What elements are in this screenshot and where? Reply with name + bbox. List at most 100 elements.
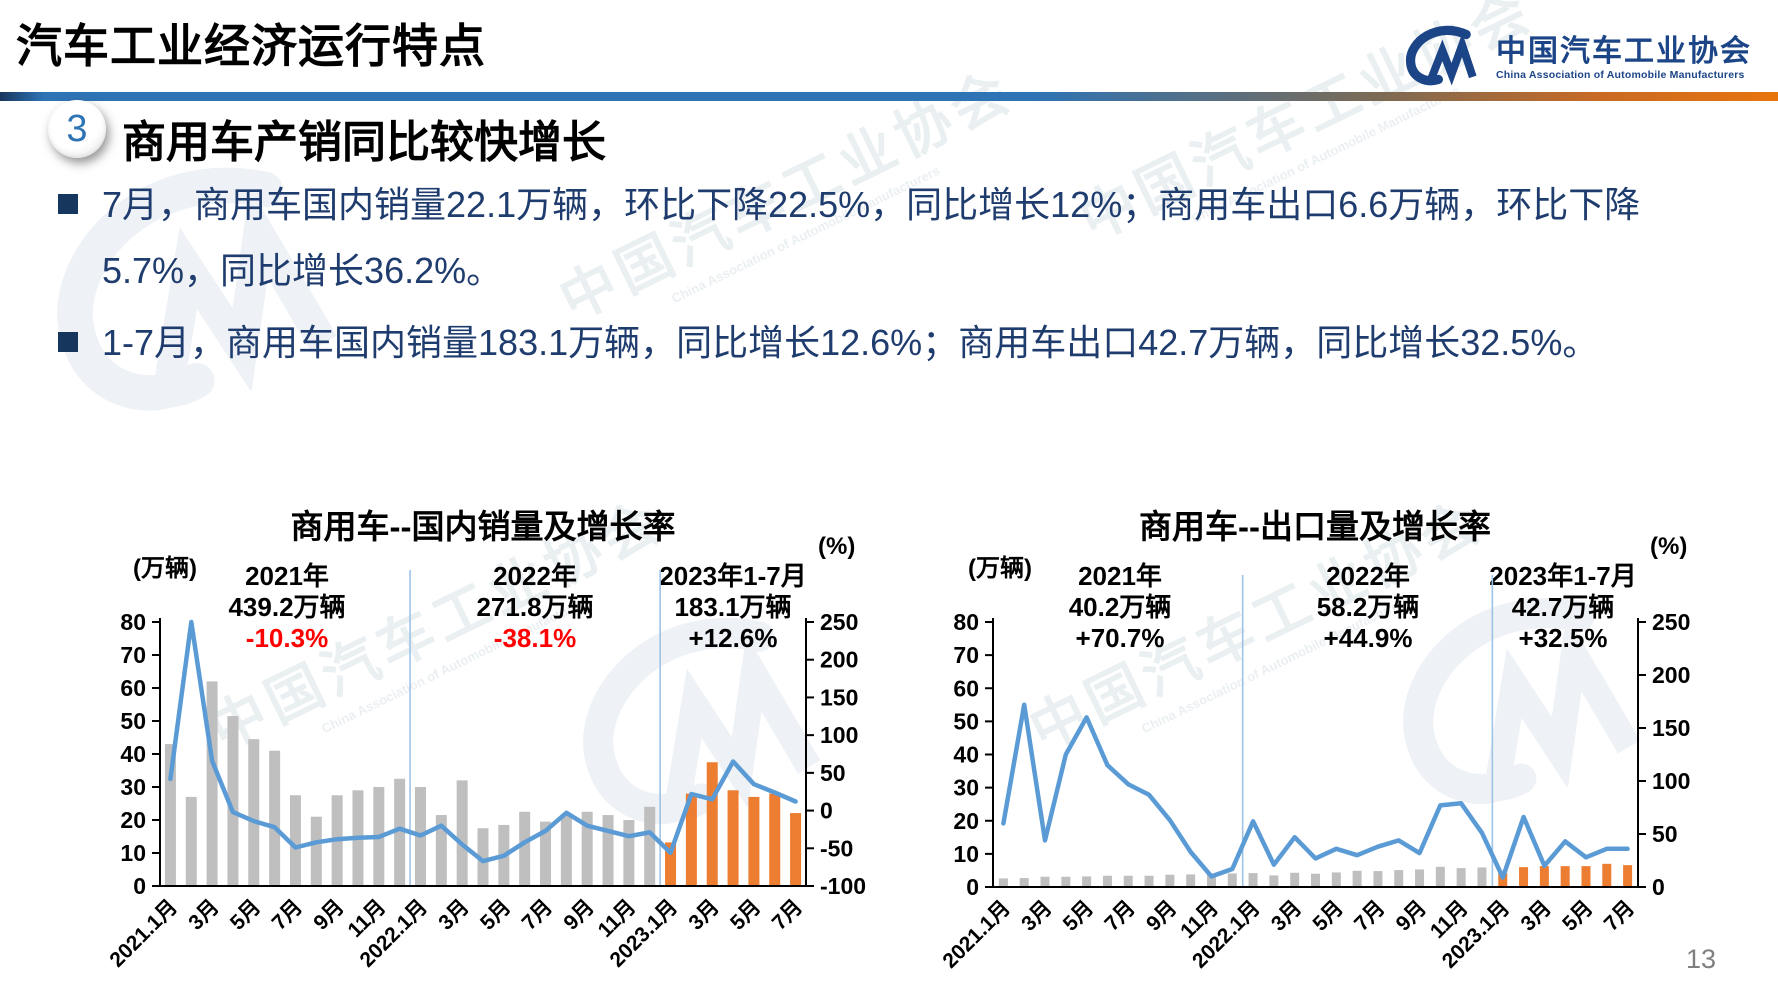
domestic-bar-2022.10	[602, 815, 614, 886]
svg-text:3月: 3月	[184, 895, 223, 934]
export-bar-2023.6	[1602, 863, 1612, 887]
domestic-bar-2021.4	[227, 716, 239, 886]
export-bar-2021.10	[1186, 874, 1196, 887]
svg-text:30: 30	[120, 774, 146, 800]
svg-text:2023.1月: 2023.1月	[1438, 896, 1515, 973]
svg-text:10: 10	[953, 841, 979, 867]
domestic-bar-2021.10	[352, 790, 364, 886]
domestic-bar-2022.11	[623, 820, 635, 886]
export-bar-2022.4	[1311, 873, 1320, 887]
svg-text:7月: 7月	[768, 895, 807, 934]
domestic-bar-2021.11	[373, 787, 385, 886]
page-title: 汽车工业经济运行特点	[16, 20, 486, 72]
domestic-bar-2022.3	[456, 780, 468, 886]
svg-text:7月: 7月	[1350, 896, 1389, 935]
svg-text:0: 0	[966, 874, 979, 900]
domestic-bar-2022.6	[519, 811, 531, 886]
domestic-bar-2022.1	[414, 787, 426, 886]
export-bar-2022.5	[1331, 872, 1341, 887]
bullet-text: 1-7月，商用车国内销量183.1万辆，同比增长12.6%；商用车出口42.7万…	[102, 322, 1599, 363]
svg-text:200: 200	[1652, 662, 1690, 688]
domestic-bar-2023.5	[748, 796, 760, 886]
logo-name-en: China Association of Automobile Manufact…	[1496, 68, 1745, 81]
annotation-domestic-2022: 2022年 271.8万辆 -38.1%	[476, 561, 594, 653]
svg-text:2023.1月: 2023.1月	[606, 895, 683, 972]
svg-text:9月: 9月	[1392, 896, 1431, 935]
svg-text:-50: -50	[820, 835, 853, 861]
export-bar-2023.1	[1498, 873, 1508, 887]
export-bar-2023.3	[1539, 866, 1549, 887]
svg-text:80: 80	[953, 609, 979, 635]
domestic-bar-2023.2	[685, 793, 697, 886]
svg-text:2021.1月: 2021.1月	[938, 896, 1015, 973]
svg-text:2022.1月: 2022.1月	[1188, 896, 1265, 973]
export-bar-2021.11	[1206, 874, 1216, 887]
left-axis-unit-export: (万辆)	[968, 555, 1032, 582]
domestic-bar-2023.4	[727, 790, 739, 886]
svg-text:40: 40	[953, 742, 979, 768]
caam-logo-icon	[1400, 24, 1486, 91]
svg-text:2022.1月: 2022.1月	[355, 895, 432, 972]
svg-text:5月: 5月	[226, 895, 265, 934]
domestic-bar-2021.3	[206, 681, 218, 886]
annotation-export-2022: 2022年 58.2万辆 +44.9%	[1316, 561, 1420, 653]
svg-text:3月: 3月	[434, 895, 473, 934]
domestic-bar-2021.1	[164, 744, 176, 886]
bullet-square-icon	[58, 332, 78, 352]
bullet-item: 7月，商用车国内销量22.1万辆，环比下降22.5%，同比增长12%；商用车出口…	[58, 172, 1654, 304]
svg-text:100: 100	[820, 722, 858, 748]
domestic-bar-2023.1	[665, 842, 677, 886]
svg-text:0: 0	[820, 798, 833, 824]
domestic-bar-2023.7	[790, 813, 802, 886]
svg-text:50: 50	[1652, 821, 1678, 847]
export-bar-2022.12	[1477, 867, 1487, 887]
chart-title-domestic: 商用车--国内销量及增长率	[290, 508, 676, 545]
svg-text:9月: 9月	[1142, 896, 1181, 935]
left-axis-unit-domestic: (万辆)	[133, 555, 197, 582]
annotation-export-2021: 2021年 40.2万辆 +70.7%	[1068, 561, 1172, 653]
export-bar-2022.3	[1290, 872, 1300, 887]
export-bar-2022.6	[1352, 870, 1362, 887]
svg-text:40: 40	[120, 741, 146, 767]
export-bar-2021.7	[1123, 875, 1133, 887]
svg-text:20: 20	[120, 807, 146, 833]
annotation-domestic-2023: 2023年1-7月 183.1万辆 +12.6%	[659, 561, 807, 653]
export-bar-2021.2	[1019, 878, 1029, 887]
domestic-bar-2022.7	[540, 821, 552, 886]
svg-text:70: 70	[953, 642, 979, 668]
page-number: 13	[1686, 944, 1717, 974]
export-bar-2023.7	[1623, 865, 1633, 887]
export-bar-2022.7	[1373, 871, 1383, 887]
export-bar-2021.1	[998, 878, 1008, 887]
svg-text:50: 50	[820, 760, 846, 786]
domestic-bar-2022.9	[581, 811, 593, 886]
export-growth-line	[1001, 702, 1630, 880]
svg-text:11月: 11月	[344, 895, 391, 942]
export-bar-2022.9	[1415, 869, 1425, 887]
svg-text:7月: 7月	[1600, 896, 1639, 935]
domestic-bar-2021.2	[185, 796, 197, 886]
domestic-bar-2021.8	[310, 816, 322, 886]
export-bar-2022.1	[1248, 873, 1258, 887]
svg-text:2021.1月: 2021.1月	[105, 895, 182, 972]
export-bar-2021.9	[1165, 874, 1175, 887]
svg-text:3月: 3月	[684, 895, 723, 934]
svg-text:11月: 11月	[594, 895, 641, 942]
export-bar-2023.2	[1519, 867, 1529, 887]
svg-text:50: 50	[120, 708, 146, 734]
svg-text:5月: 5月	[1059, 896, 1098, 935]
export-bar-2022.8	[1394, 870, 1404, 887]
section-number-badge: 3	[48, 100, 106, 158]
domestic-bar-2021.12	[394, 778, 406, 886]
bullet-square-icon	[58, 194, 78, 214]
svg-text:7月: 7月	[268, 895, 307, 934]
svg-text:9月: 9月	[559, 895, 598, 934]
right-axis-unit-domestic: (%)	[818, 533, 856, 560]
svg-text:50: 50	[953, 708, 979, 734]
annotation-domestic-2021: 2021年 439.2万辆 -10.3%	[228, 561, 346, 653]
section-heading: 商用车产销同比较快增长	[122, 118, 606, 167]
logo-name-cn: 中国汽车工业协会	[1496, 34, 1752, 68]
domestic-growth-line	[168, 619, 798, 864]
header-divider-rule	[0, 92, 1778, 101]
